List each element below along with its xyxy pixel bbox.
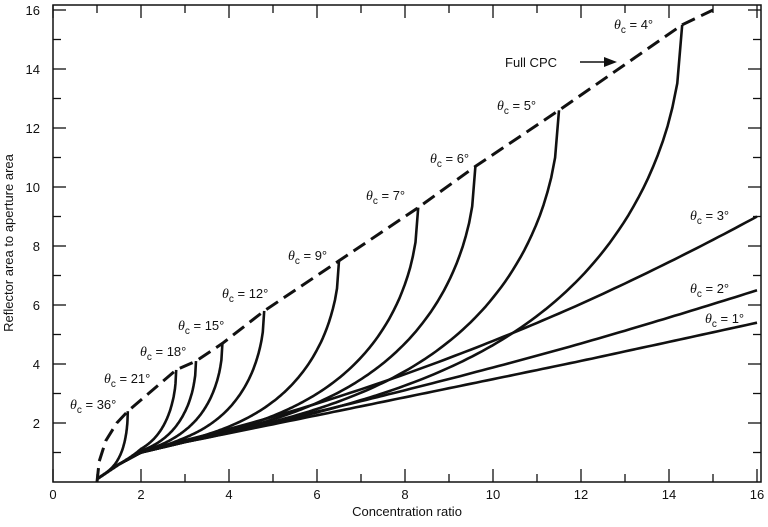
series-label: θc = 5°: [497, 98, 536, 117]
y-tick-label: 14: [26, 62, 40, 77]
y-tick-label: 2: [33, 416, 40, 431]
series-label: θc = 21°: [104, 371, 150, 390]
series-label: θc = 9°: [288, 248, 327, 267]
plot-frame: [52, 4, 762, 483]
y-tick-label: 8: [33, 239, 40, 254]
series-label: θc = 4°: [614, 17, 653, 36]
series-label: θc = 3°: [690, 208, 729, 227]
x-tick-label: 12: [574, 487, 588, 502]
full-cpc-line: [95, 8, 714, 483]
y-tick-label: 10: [26, 180, 40, 195]
full-cpc-label: Full CPC: [505, 55, 557, 70]
x-tick-label: 4: [225, 487, 232, 502]
series-label: θc = 36°: [70, 397, 116, 416]
series-line: [96, 207, 420, 481]
series-label: θc = 18°: [140, 344, 186, 363]
series-label: θc = 12°: [222, 286, 268, 305]
y-tick-label: 16: [26, 3, 40, 18]
series-label: θc = 15°: [178, 318, 224, 337]
series-label: θc = 1°: [705, 311, 744, 330]
y-axis-label: Reflector area to aperture area: [1, 153, 16, 332]
series-label: θc = 7°: [366, 188, 405, 207]
x-tick-label: 6: [313, 487, 320, 502]
series-line: [96, 260, 341, 481]
x-tick-label: 10: [486, 487, 500, 502]
y-tick-label: 6: [33, 298, 40, 313]
y-tick-label: 12: [26, 121, 40, 136]
series-line: [96, 215, 758, 481]
x-axis-label: Concentration ratio: [352, 504, 462, 519]
series-label: θc = 6°: [430, 151, 469, 170]
y-tick-label: 4: [33, 357, 40, 372]
x-tick-label: 2: [137, 487, 144, 502]
x-tick-label: 8: [401, 487, 408, 502]
series-line: [96, 321, 758, 481]
x-tick-label: 16: [750, 487, 764, 502]
series-line: [96, 110, 561, 481]
series-label: θc = 2°: [690, 281, 729, 300]
x-tick-label: 0: [49, 487, 56, 502]
x-tick-label: 14: [662, 487, 676, 502]
arrow-head-icon: [604, 57, 617, 67]
